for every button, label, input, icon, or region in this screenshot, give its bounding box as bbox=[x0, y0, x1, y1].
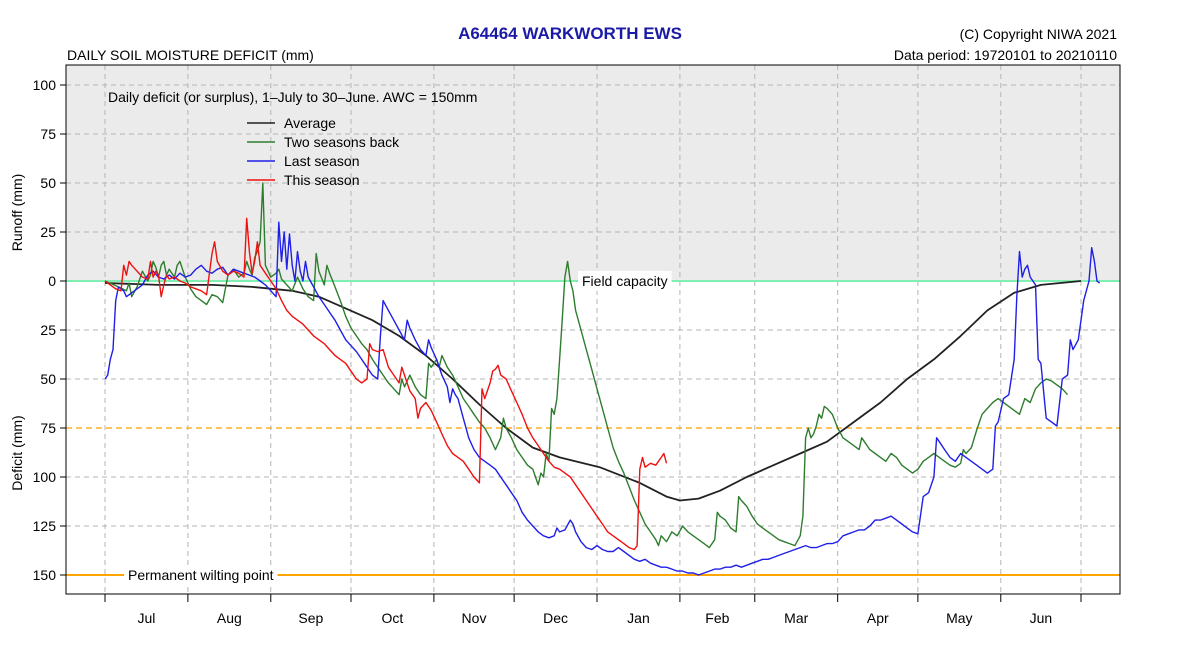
y-tick-label: 150 bbox=[33, 567, 57, 583]
y-axis-label-runoff: Runoff (mm) bbox=[9, 174, 25, 252]
series-line-this-season bbox=[104, 217, 668, 551]
axes: 100 75 50 25 0 25 50 75 100 125 150 Jul Aug Sep Oct Nov… bbox=[9, 64, 1121, 626]
x-tick-label-dec: Dec bbox=[543, 610, 568, 626]
runoff-region bbox=[66, 65, 1120, 281]
legend-label-two-seasons-back: Two seasons back bbox=[284, 134, 400, 150]
legend-label-average: Average bbox=[284, 115, 336, 131]
data-period-text: Data period: 19720101 to 20210110 bbox=[894, 47, 1117, 63]
field-capacity-label-background bbox=[578, 271, 672, 291]
y-tick-label: 100 bbox=[33, 469, 57, 485]
x-tick-label-jun: Jun bbox=[1030, 610, 1053, 626]
field-capacity-label: Field capacity bbox=[582, 273, 668, 289]
y-tick-label: 100 bbox=[33, 77, 57, 93]
y-tick-label: 0 bbox=[48, 273, 56, 289]
description-text: Daily deficit (or surplus), 1–July to 30… bbox=[108, 89, 477, 105]
x-tick-label-mar: Mar bbox=[784, 610, 808, 626]
wilting-point-label-background bbox=[124, 565, 278, 585]
legend-label-this-season: This season bbox=[284, 172, 359, 188]
x-tick-label-aug: Aug bbox=[217, 610, 242, 626]
y-tick-label: 75 bbox=[40, 126, 56, 142]
series-line-average bbox=[104, 280, 1082, 502]
x-tick-label-sep: Sep bbox=[298, 610, 323, 626]
y-tick-label: 125 bbox=[33, 518, 57, 534]
deficit-region bbox=[66, 281, 1120, 594]
chart-title: A64464 WARKWORTH EWS bbox=[458, 24, 682, 43]
annotations: Daily deficit (or surplus), 1–July to 30… bbox=[108, 89, 672, 585]
legend-label-last-season: Last season bbox=[284, 153, 360, 169]
y-tick-label: 50 bbox=[40, 175, 56, 191]
x-tick-label-feb: Feb bbox=[705, 610, 729, 626]
x-tick-label-may: May bbox=[946, 610, 972, 626]
y-tick-label: 50 bbox=[40, 371, 56, 387]
y-axis-label-deficit: Deficit (mm) bbox=[9, 415, 25, 490]
wilting-point-label: Permanent wilting point bbox=[128, 567, 274, 583]
x-tick-label-apr: Apr bbox=[867, 610, 889, 626]
x-tick-label-oct: Oct bbox=[382, 610, 404, 626]
chart-subtitle: DAILY SOIL MOISTURE DEFICIT (mm) bbox=[67, 47, 314, 63]
chart-header: A64464 WARKWORTH EWS DAILY SOIL MOISTURE… bbox=[67, 24, 1117, 63]
y-tick-label: 25 bbox=[40, 322, 56, 338]
plot-area bbox=[66, 65, 1120, 594]
y-tick-label: 25 bbox=[40, 224, 56, 240]
x-tick-label-jul: Jul bbox=[137, 610, 155, 626]
y-tick-label: 75 bbox=[40, 420, 56, 436]
copyright-text: (C) Copyright NIWA 2021 bbox=[960, 26, 1118, 42]
x-tick-label-nov: Nov bbox=[462, 610, 487, 626]
legend: Average Two seasons back Last season This s… bbox=[247, 115, 400, 188]
series-line-last-season bbox=[104, 221, 1101, 576]
x-tick-label-jan: Jan bbox=[627, 610, 650, 626]
